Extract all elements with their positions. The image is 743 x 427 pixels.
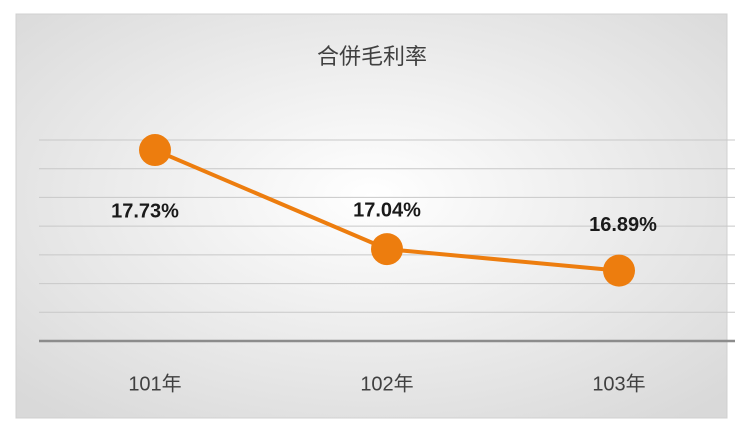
x-tick-label: 102年 — [360, 372, 413, 395]
chart-area — [15, 13, 728, 419]
data-point — [371, 233, 403, 266]
chart-title: 合併毛利率 — [317, 44, 427, 69]
data-label: 17.04% — [353, 199, 421, 221]
x-tick-label: 101年 — [128, 372, 181, 395]
x-tick-label: 103年 — [592, 372, 645, 395]
data-label: 17.73% — [111, 200, 179, 222]
data-point — [603, 254, 635, 287]
data-point — [139, 134, 171, 167]
data-label: 16.89% — [589, 214, 657, 236]
